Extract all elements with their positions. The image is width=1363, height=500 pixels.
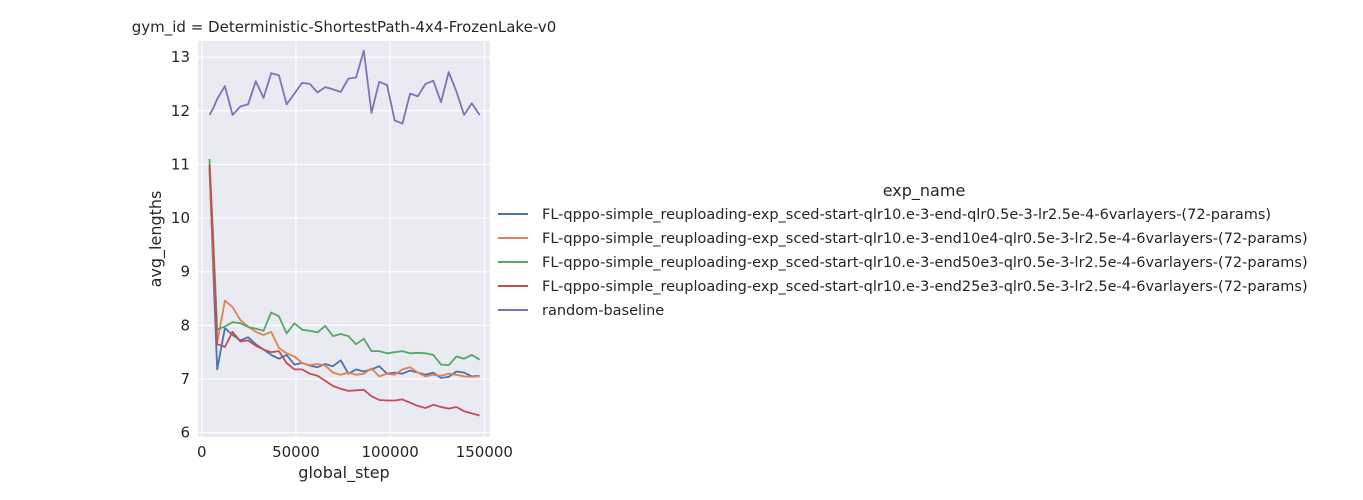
legend-title: exp_name bbox=[883, 181, 966, 201]
legend-entry-label: random-baseline bbox=[542, 303, 664, 319]
legend-entry-label: FL-qppo-simple_reuploading-exp_sced-star… bbox=[542, 255, 1308, 271]
series-lines bbox=[208, 49, 481, 417]
y-tick-label: 6 bbox=[180, 424, 190, 442]
y-tick-label: 13 bbox=[171, 48, 190, 66]
y-tick-labels: 6 7 8 9 10 11 12 13 bbox=[171, 48, 190, 442]
series-line-1 bbox=[208, 167, 480, 379]
series-line-3 bbox=[208, 158, 481, 367]
y-tick-label: 12 bbox=[171, 102, 190, 120]
x-axis-label: global_step bbox=[298, 463, 389, 483]
y-tick-label: 10 bbox=[171, 209, 190, 227]
plot-background bbox=[198, 41, 490, 437]
x-tick-label: 50000 bbox=[272, 443, 320, 461]
legend-entry-label: FL-qppo-simple_reuploading-exp_sced-star… bbox=[542, 207, 1271, 223]
y-tick-label: 11 bbox=[171, 155, 190, 173]
x-tick-label: 100000 bbox=[362, 443, 419, 461]
x-tick-label: 150000 bbox=[456, 443, 513, 461]
chart-title: gym_id = Deterministic-ShortestPath-4x4-… bbox=[132, 18, 557, 37]
legend: exp_name FL-qppo-simple_reuploading-exp_… bbox=[498, 181, 1308, 319]
x-tick-labels: 0 50000 100000 150000 bbox=[197, 443, 513, 461]
y-tick-label: 8 bbox=[180, 316, 190, 334]
grid bbox=[198, 41, 490, 437]
y-axis-label: avg_lengths bbox=[146, 191, 166, 288]
y-tick-label: 9 bbox=[180, 263, 190, 281]
y-tick-label: 7 bbox=[180, 370, 190, 388]
legend-entry-label: FL-qppo-simple_reuploading-exp_sced-star… bbox=[542, 231, 1308, 247]
series-line-4 bbox=[208, 164, 480, 417]
x-tick-label: 0 bbox=[197, 443, 207, 461]
legend-entry-label: FL-qppo-simple_reuploading-exp_sced-star… bbox=[542, 279, 1308, 295]
series-line-5 bbox=[208, 49, 481, 125]
